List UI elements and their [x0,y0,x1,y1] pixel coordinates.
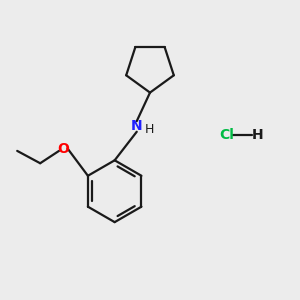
Text: O: O [57,142,69,155]
Text: H: H [252,128,263,142]
Text: H: H [144,124,154,136]
Text: Cl: Cl [219,128,234,142]
Text: N: N [131,119,142,134]
